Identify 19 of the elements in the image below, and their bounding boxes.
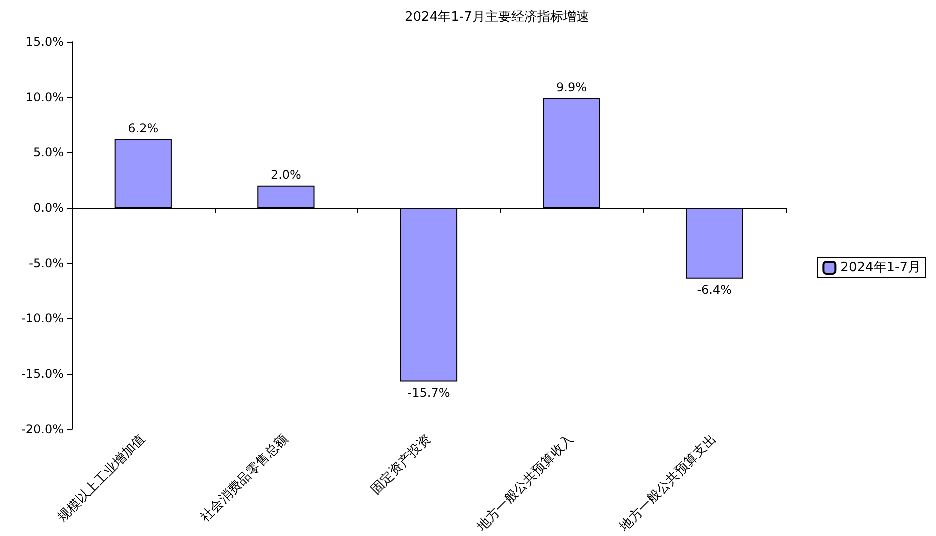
x-tick-label: 地方一般公共预算收入 [473, 431, 578, 536]
y-tick-label: 5.0% [34, 146, 64, 160]
y-tick-label: -10.0% [22, 312, 64, 326]
data-label: 9.9% [556, 80, 588, 94]
legend-label: 2024年1-7月 [840, 260, 922, 276]
y-tick-label: 15.0% [26, 35, 64, 49]
data-label: -15.7% [408, 386, 450, 400]
x-tick-label: 地方一般公共预算支出 [616, 431, 720, 536]
y-tick-label: -5.0% [29, 256, 64, 270]
x-tick-label: 社会消费品零售总额 [198, 432, 292, 526]
y-tick-label: 0.0% [34, 201, 64, 216]
chart-title: 2024年1-7月主要经济指标增速 [405, 9, 590, 25]
y-tick-label: -15.0% [22, 367, 64, 382]
data-label: 6.2% [128, 121, 159, 136]
x-tick-label: 固定资产投资 [368, 432, 434, 498]
data-label: 2.0% [270, 168, 302, 182]
y-tick-label: 10.0% [26, 90, 64, 104]
y-tick-label: -20.0% [22, 422, 64, 436]
data-label: -6.4% [697, 282, 732, 297]
